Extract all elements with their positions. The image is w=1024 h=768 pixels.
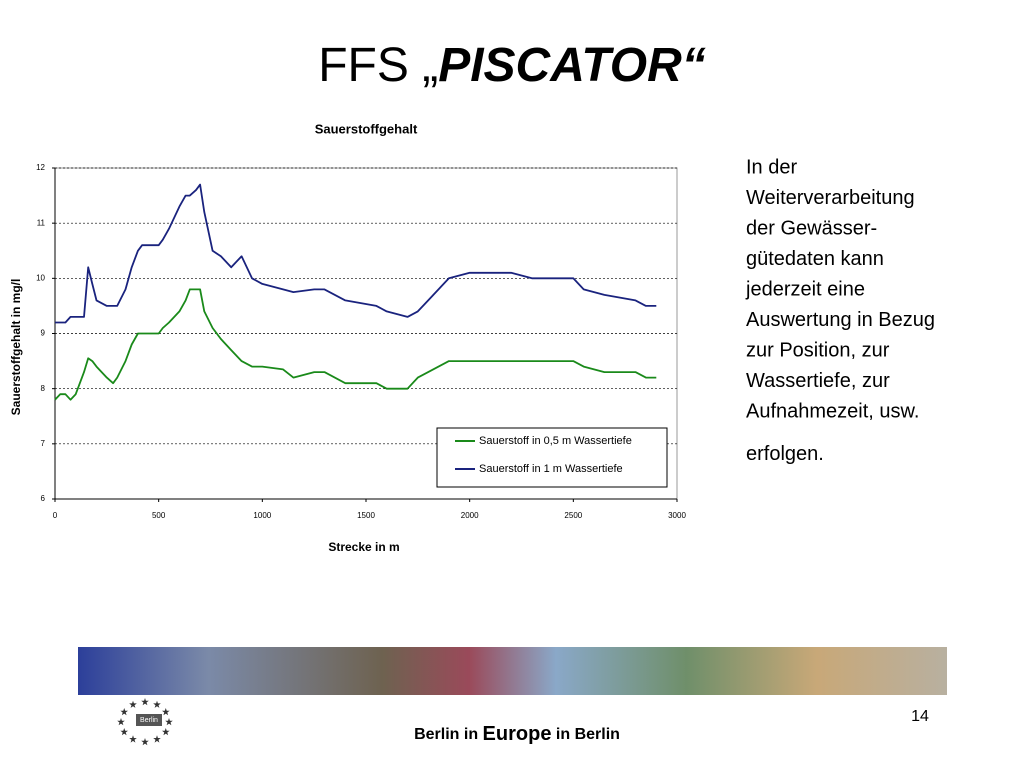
legend-box <box>436 427 668 488</box>
logo-text: Berlin <box>140 717 158 724</box>
logo-star <box>141 698 149 706</box>
legend-label: Sauerstoff in 0,5 m Wassertiefe <box>479 435 632 447</box>
footer: Berlin in Europe in Berlin <box>414 723 620 745</box>
y-tick-label: 10 <box>36 273 45 282</box>
y-tick-label: 7 <box>41 439 46 448</box>
logo-star <box>165 718 173 726</box>
body-line: der Gewässer- <box>746 217 877 239</box>
footer-emphasis: Europe <box>483 723 552 745</box>
logo-star <box>153 735 161 743</box>
x-tick-label: 0 <box>53 511 58 520</box>
title-emphasis: PISCATOR“ <box>438 39 706 92</box>
y-tick-label: 9 <box>41 329 46 338</box>
logo-star <box>117 718 125 726</box>
y-axis-label: Sauerstoffgehalt in mg/l <box>9 279 23 416</box>
body-line: Aufnahmezeit, usw. <box>746 400 919 422</box>
x-tick-label: 500 <box>152 511 166 520</box>
logo-star <box>162 708 170 716</box>
banner <box>78 647 947 695</box>
x-tick-label: 2500 <box>564 511 582 520</box>
x-tick-label: 1500 <box>357 511 375 520</box>
logo: Berlin <box>136 714 162 726</box>
data-line <box>55 183 657 324</box>
logo-badge <box>136 714 162 726</box>
page-number: 14 <box>911 708 929 725</box>
logo-star <box>120 728 128 736</box>
logo-star <box>129 735 137 743</box>
body-line: Wassertiefe, zur <box>746 370 890 392</box>
title-plain: FFS „ <box>318 39 438 92</box>
body-line: erfolgen. <box>746 443 824 465</box>
logo-star <box>120 708 128 716</box>
y-tick-label: 6 <box>41 494 46 503</box>
x-axis-label: Strecke in m <box>328 540 399 554</box>
chart-title: Sauerstoffgehalt <box>315 121 418 136</box>
footer-part: Berlin in <box>414 726 482 743</box>
y-tick-label: 12 <box>36 163 45 172</box>
logo-star <box>153 700 161 708</box>
body-line: jederzeit eine <box>745 278 865 300</box>
logo-star <box>129 700 137 708</box>
logo-star <box>141 738 149 746</box>
data-line <box>54 288 657 401</box>
body-line: Weiterverarbeitung <box>746 187 915 209</box>
body-line: zur Position, zur <box>746 339 890 361</box>
body-text: In der Weiterverarbeitung der Gewässer-güt… <box>745 156 935 465</box>
logo-star <box>162 728 170 736</box>
body-line: gütedaten kann <box>746 248 884 270</box>
body-line: Auswertung in Bezug <box>746 309 935 331</box>
slide-title: FFS „PISCATOR“ <box>318 39 706 92</box>
y-tick-label: 11 <box>37 218 46 227</box>
legend-label: Sauerstoff in 1 m Wassertiefe <box>479 463 623 475</box>
body-line: In der <box>746 156 797 178</box>
x-tick-label: 1000 <box>253 511 271 520</box>
y-tick-label: 8 <box>41 384 46 393</box>
x-tick-label: 2000 <box>461 511 479 520</box>
footer-part: in Berlin <box>551 726 619 743</box>
x-tick-label: 3000 <box>668 511 686 520</box>
